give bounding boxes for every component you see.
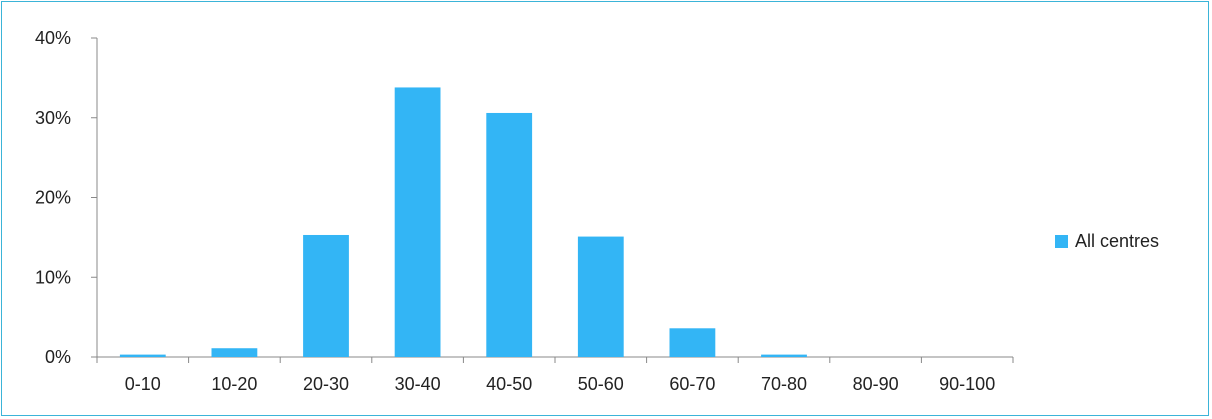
y-tick-label: 20% — [35, 188, 71, 208]
bar-20-30 — [303, 234, 349, 357]
y-tick-label: 40% — [35, 28, 71, 48]
bar-30-40 — [394, 87, 441, 357]
x-tick-label: 70-80 — [761, 374, 807, 394]
x-tick-label: 30-40 — [395, 374, 441, 394]
x-tick-label: 60-70 — [669, 374, 715, 394]
bar-50-60 — [577, 236, 624, 357]
axes — [91, 37, 1014, 363]
bar-0-10 — [119, 354, 166, 357]
bar-10-20 — [211, 348, 258, 357]
legend: All centres — [1055, 231, 1159, 251]
bar-70-80 — [761, 354, 807, 357]
x-tick-labels: 0-10 10-20 20-30 30-40 40-50 50-60 60-70 70-80 8… — [125, 374, 995, 394]
y-tick-labels: 0% 10% 20% 30% 40% — [35, 28, 71, 367]
x-tick-label: 20-30 — [303, 374, 349, 394]
x-tick-label: 50-60 — [578, 374, 624, 394]
legend-label-all-centres: All centres — [1075, 231, 1159, 251]
x-tick-label: 40-50 — [486, 374, 532, 394]
legend-swatch — [1055, 235, 1068, 248]
y-tick-label: 0% — [45, 347, 71, 367]
y-tick-label: 30% — [35, 108, 71, 128]
x-tick-label: 90-100 — [939, 374, 995, 394]
y-tick-label: 10% — [35, 267, 71, 287]
bars — [119, 87, 807, 357]
x-tick-label: 0-10 — [125, 374, 161, 394]
bar-40-50 — [486, 112, 533, 357]
bar-60-70 — [669, 328, 716, 357]
x-tick-label: 80-90 — [853, 374, 899, 394]
x-tick-label: 10-20 — [211, 374, 257, 394]
